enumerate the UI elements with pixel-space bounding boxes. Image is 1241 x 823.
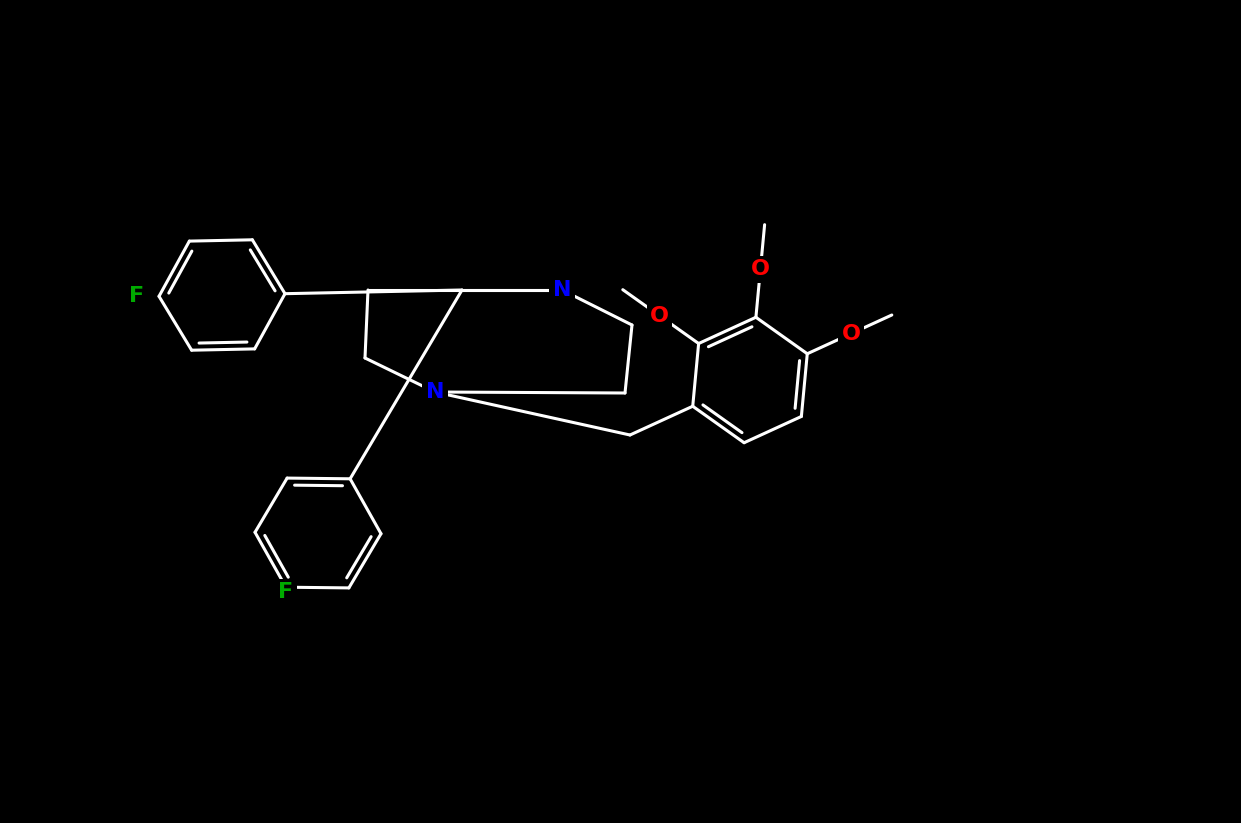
Text: F: F [278, 582, 293, 602]
Text: F: F [129, 286, 144, 306]
Text: N: N [552, 280, 571, 300]
Text: O: O [751, 259, 769, 280]
Text: O: O [650, 305, 669, 326]
Text: N: N [426, 382, 444, 402]
Text: O: O [841, 323, 860, 344]
